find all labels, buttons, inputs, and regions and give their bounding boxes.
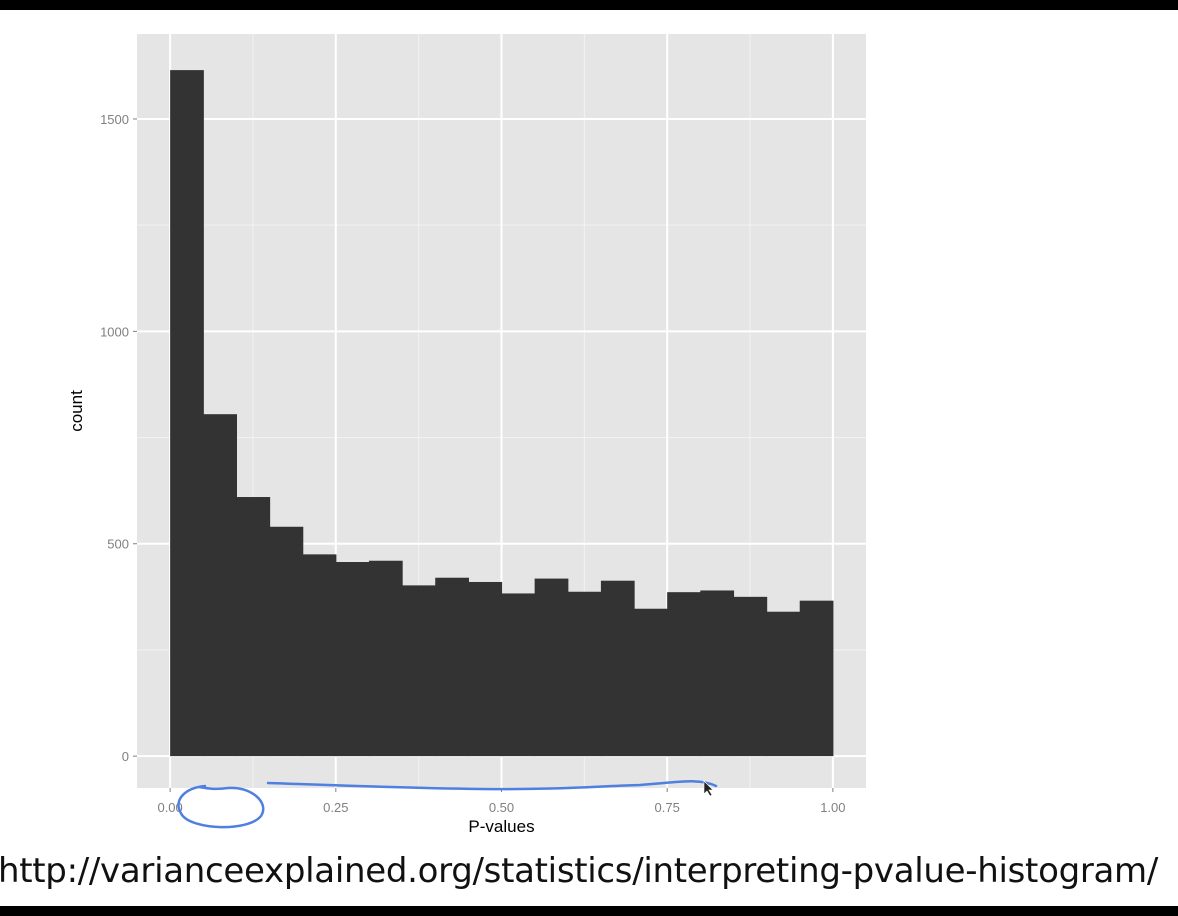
y-tick-label: 1500	[100, 112, 129, 127]
y-tick-label: 500	[107, 537, 129, 552]
y-axis-title: count	[67, 390, 86, 432]
histogram-bar	[435, 577, 469, 757]
pen-annotations	[177, 780, 718, 829]
histogram-bar	[170, 70, 204, 757]
histogram-bar	[269, 526, 304, 757]
y-tick-label: 1000	[100, 324, 129, 339]
histogram-bar	[335, 562, 370, 757]
x-tick-label: 0.25	[323, 800, 348, 815]
histogram-bar	[501, 593, 536, 757]
histogram-bar	[766, 611, 801, 757]
x-axis-title: P-values	[468, 817, 534, 836]
y-axis-ticks: 0 500 1000 1500	[100, 112, 137, 764]
histogram-bar	[236, 497, 271, 757]
mouse-cursor-icon	[703, 780, 714, 797]
y-tick-label: 0	[122, 749, 129, 764]
histogram-bar	[567, 591, 602, 757]
histogram-bar	[203, 414, 238, 757]
histogram-chart: 0 500 1000 1500 0.00 0.25 0.50 0.75 1.00 P-valu…	[67, 34, 866, 836]
pen-underline-annotation	[266, 780, 718, 791]
x-tick-label: 1.00	[820, 800, 845, 815]
slide: 0 500 1000 1500 0.00 0.25 0.50 0.75 1.00 P-valu…	[0, 10, 1178, 906]
histogram-bar	[302, 554, 337, 757]
histogram-bar	[700, 590, 735, 757]
x-tick-label: 0.50	[489, 800, 514, 815]
histogram-bar	[667, 592, 701, 757]
histogram-bar	[468, 581, 503, 757]
source-url-caption: http://varianceexplained.org/statistics/…	[0, 851, 1159, 891]
pen-circle-annotation	[177, 784, 265, 829]
x-tick-label: 0.75	[655, 800, 680, 815]
histogram-bar	[534, 578, 569, 757]
histogram-bar	[402, 585, 436, 757]
histogram-bars	[170, 70, 834, 757]
histogram-bar	[600, 580, 635, 757]
histogram-bar	[733, 596, 768, 757]
x-tick-label: 0.00	[157, 800, 182, 815]
x-axis-ticks: 0.00 0.25 0.50 0.75 1.00	[157, 788, 846, 815]
histogram-bar	[799, 600, 834, 757]
histogram-bar	[368, 560, 403, 757]
histogram-bar	[634, 608, 668, 757]
